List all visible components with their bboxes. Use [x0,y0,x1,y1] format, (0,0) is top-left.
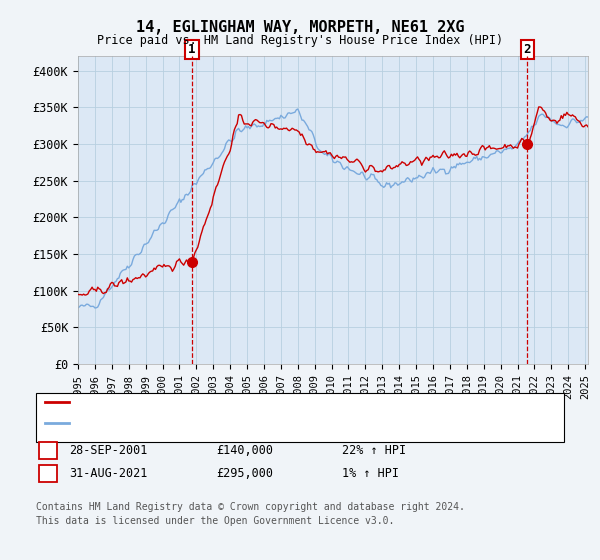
Text: 14, EGLINGHAM WAY, MORPETH, NE61 2XG (detached house): 14, EGLINGHAM WAY, MORPETH, NE61 2XG (de… [75,396,419,407]
Text: 31-AUG-2021: 31-AUG-2021 [69,466,148,480]
Text: HPI: Average price, detached house, Northumberland: HPI: Average price, detached house, Nort… [75,418,400,428]
Text: 1: 1 [44,444,52,458]
Text: 1% ↑ HPI: 1% ↑ HPI [342,466,399,480]
Text: 2: 2 [524,43,531,56]
Text: 1: 1 [188,43,196,56]
Text: This data is licensed under the Open Government Licence v3.0.: This data is licensed under the Open Gov… [36,516,394,526]
Text: Price paid vs. HM Land Registry's House Price Index (HPI): Price paid vs. HM Land Registry's House … [97,34,503,46]
Text: £295,000: £295,000 [216,466,273,480]
Text: 2: 2 [44,466,52,480]
Text: 28-SEP-2001: 28-SEP-2001 [69,444,148,458]
Text: 22% ↑ HPI: 22% ↑ HPI [342,444,406,458]
Text: £140,000: £140,000 [216,444,273,458]
Text: Contains HM Land Registry data © Crown copyright and database right 2024.: Contains HM Land Registry data © Crown c… [36,502,465,512]
Text: 14, EGLINGHAM WAY, MORPETH, NE61 2XG: 14, EGLINGHAM WAY, MORPETH, NE61 2XG [136,20,464,35]
